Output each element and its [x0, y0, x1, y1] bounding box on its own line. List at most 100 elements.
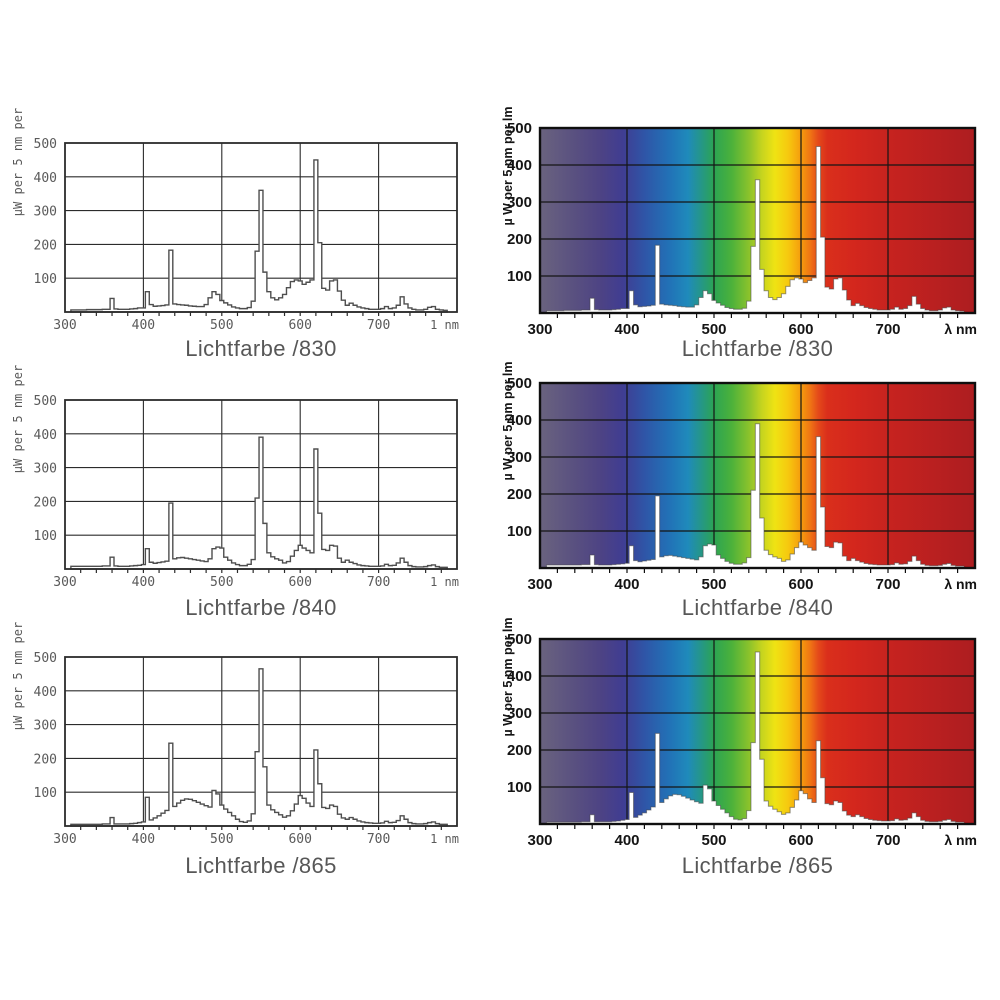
- x-tick-label: 300: [53, 832, 76, 847]
- x-tick-label: 600: [788, 576, 813, 593]
- x-axis-unit-label: λ nm: [944, 832, 977, 848]
- y-tick-label: 100: [34, 786, 57, 801]
- x-tick-label: 300: [527, 321, 552, 338]
- y-axis-title: µW per 5 nm per: [11, 365, 25, 473]
- x-tick-label: 700: [875, 832, 900, 849]
- y-axis-title: µW per 5 nm per: [11, 108, 25, 216]
- x-tick-label: 400: [132, 575, 155, 590]
- y-tick-label: 500: [34, 651, 57, 666]
- y-axis-title: µ W per 5 nm per lm: [501, 361, 515, 480]
- x-tick-label: 700: [367, 575, 390, 590]
- chart-title-830-spectrum: Lichtfarbe /830: [681, 336, 834, 361]
- y-tick-label: 100: [507, 523, 532, 540]
- spectral-power-curve: [70, 436, 448, 570]
- spectral-power-curve: [546, 146, 965, 314]
- y-tick-label: 400: [34, 428, 57, 443]
- x-tick-label: 400: [132, 832, 155, 847]
- y-axis-labels: 100 200 300 400 500: [507, 631, 532, 796]
- y-axis-labels: 100 200 300 400 500: [34, 137, 57, 287]
- x-tick-label: 400: [614, 576, 639, 593]
- y-tick-label: 300: [34, 719, 57, 734]
- y-axis-title: µ W per 5 nm per lm: [501, 617, 515, 736]
- x-axis-unit-label: 1 nm: [430, 575, 459, 589]
- x-axis-labels: 300 400 500 600 700 1 nm: [53, 832, 459, 847]
- x-tick-label: 300: [53, 318, 76, 333]
- x-axis-minor-ticks: [556, 313, 959, 318]
- x-tick-label: 300: [527, 576, 552, 593]
- x-tick-label: 600: [788, 832, 813, 849]
- y-axis-title: µW per 5 nm per: [11, 622, 25, 730]
- y-tick-label: 100: [34, 529, 57, 544]
- y-tick-label: 100: [507, 268, 532, 285]
- x-axis-unit-label: 1 nm: [430, 318, 459, 332]
- y-tick-label: 300: [34, 205, 57, 220]
- y-tick-label: 200: [34, 752, 57, 767]
- y-tick-label: 200: [507, 486, 532, 503]
- y-tick-label: 200: [34, 238, 57, 253]
- x-axis-labels: 300 400 500 600 700 λ nm: [527, 321, 977, 338]
- x-tick-label: 500: [210, 832, 233, 847]
- chart-title-865-line: Lichtfarbe /865: [185, 853, 337, 878]
- x-tick-label: 700: [875, 321, 900, 338]
- x-tick-label: 600: [288, 575, 311, 590]
- x-tick-label: 500: [210, 575, 233, 590]
- chart-830-line: 300 400 500 600 700 1 nm 100 200 300 400 500 µW per…: [11, 108, 459, 333]
- spectral-power-curve: [70, 668, 448, 827]
- x-tick-label: 500: [210, 318, 233, 333]
- y-tick-label: 200: [507, 231, 532, 248]
- x-axis-labels: 300 400 500 600 700 1 nm: [53, 575, 459, 590]
- y-axis-labels: 100 200 300 400 500: [507, 120, 532, 285]
- spectral-power-curve: [546, 423, 965, 569]
- y-tick-label: 500: [507, 631, 532, 648]
- y-tick-label: 200: [34, 495, 57, 510]
- chart-840-line: 300 400 500 600 700 1 nm 100 200 300 400 500 µW per…: [11, 365, 459, 590]
- plot-frame: [64, 656, 458, 827]
- plot-frame: [64, 399, 458, 570]
- y-tick-label: 500: [507, 120, 532, 137]
- y-tick-label: 100: [34, 272, 57, 287]
- plot-frame: [64, 142, 458, 313]
- x-axis-labels: 300 400 500 600 700 1 nm: [53, 318, 459, 333]
- x-tick-label: 600: [788, 321, 813, 338]
- chart-title-865-spectrum: Lichtfarbe /865: [681, 853, 834, 878]
- y-axis-title: µ W per 5 nm per lm: [501, 106, 515, 225]
- y-tick-label: 400: [507, 668, 532, 685]
- chart-865-line: 300 400 500 600 700 1 nm 100 200 300 400 500 µW per…: [11, 622, 459, 847]
- x-tick-label: 300: [527, 832, 552, 849]
- plot-frame: [538, 637, 977, 826]
- y-tick-label: 400: [507, 412, 532, 429]
- y-tick-label: 100: [507, 779, 532, 796]
- y-tick-label: 400: [34, 171, 57, 186]
- plot-frame: [538, 126, 977, 315]
- y-axis-labels: 100 200 300 400 500: [507, 375, 532, 540]
- x-axis-labels: 300 400 500 600 700 λ nm: [527, 576, 977, 593]
- y-axis-labels: 100 200 300 400 500: [34, 394, 57, 544]
- chart-title-830-line: Lichtfarbe /830: [185, 336, 337, 361]
- y-tick-label: 300: [34, 462, 57, 477]
- y-tick-label: 200: [507, 742, 532, 759]
- spectral-power-curve: [70, 159, 448, 313]
- x-tick-label: 700: [875, 576, 900, 593]
- x-tick-label: 700: [367, 318, 390, 333]
- y-tick-label: 400: [34, 685, 57, 700]
- y-tick-label: 500: [34, 394, 57, 409]
- x-tick-label: 500: [701, 576, 726, 593]
- plot-frame: [538, 381, 977, 570]
- x-tick-label: 400: [614, 321, 639, 338]
- y-axis-labels: 100 200 300 400 500: [34, 651, 57, 801]
- x-tick-label: 600: [288, 832, 311, 847]
- chart-title-840-line: Lichtfarbe /840: [185, 595, 337, 620]
- spectral-power-curve: [546, 651, 965, 825]
- x-tick-label: 400: [614, 832, 639, 849]
- y-tick-label: 300: [507, 194, 532, 211]
- y-tick-label: 300: [507, 705, 532, 722]
- x-tick-label: 600: [288, 318, 311, 333]
- y-tick-label: 300: [507, 449, 532, 466]
- chart-title-840-spectrum: Lichtfarbe /840: [681, 595, 834, 620]
- x-tick-label: 500: [701, 321, 726, 338]
- y-tick-label: 500: [34, 137, 57, 152]
